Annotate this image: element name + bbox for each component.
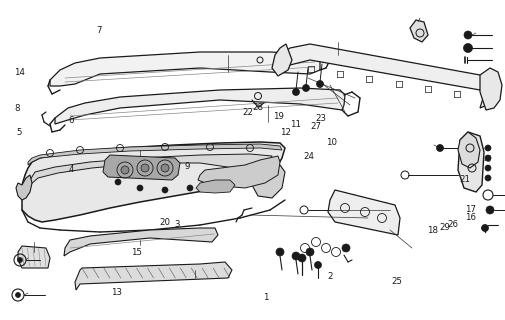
Circle shape [486, 206, 494, 214]
Polygon shape [328, 190, 400, 235]
Polygon shape [272, 44, 292, 76]
Polygon shape [16, 175, 32, 200]
Polygon shape [18, 246, 50, 268]
Circle shape [342, 244, 350, 252]
Text: 15: 15 [131, 248, 142, 257]
Text: 3: 3 [174, 220, 180, 228]
Circle shape [464, 31, 472, 39]
Polygon shape [64, 228, 218, 256]
Polygon shape [22, 142, 285, 222]
Circle shape [485, 145, 491, 151]
Polygon shape [28, 144, 282, 165]
Text: 9: 9 [184, 162, 190, 171]
Polygon shape [103, 155, 180, 180]
Polygon shape [480, 68, 502, 110]
Circle shape [464, 44, 473, 52]
Circle shape [187, 185, 193, 191]
Polygon shape [280, 44, 490, 108]
Text: 24: 24 [303, 152, 314, 161]
Polygon shape [198, 156, 280, 188]
Text: 8: 8 [14, 104, 20, 113]
Text: 7: 7 [96, 26, 102, 35]
Circle shape [16, 292, 21, 298]
Circle shape [302, 84, 310, 92]
Circle shape [141, 164, 149, 172]
Text: 19: 19 [273, 112, 284, 121]
Text: 16: 16 [465, 213, 476, 222]
Text: 6: 6 [68, 116, 74, 124]
Polygon shape [252, 165, 285, 198]
Circle shape [162, 187, 168, 193]
Circle shape [276, 248, 284, 256]
Polygon shape [50, 52, 320, 86]
Circle shape [292, 252, 300, 260]
Text: 2: 2 [327, 272, 333, 281]
Polygon shape [75, 262, 232, 290]
Circle shape [481, 225, 488, 231]
Text: 25: 25 [391, 277, 402, 286]
Circle shape [121, 166, 129, 174]
Text: 29: 29 [439, 223, 450, 232]
Text: 10: 10 [326, 138, 337, 147]
Circle shape [306, 248, 314, 256]
Text: 12: 12 [280, 128, 291, 137]
Circle shape [485, 155, 491, 161]
Circle shape [485, 165, 491, 171]
Polygon shape [458, 132, 480, 168]
Text: 22: 22 [242, 108, 254, 116]
Text: 14: 14 [14, 68, 25, 76]
Polygon shape [196, 180, 235, 193]
Polygon shape [30, 154, 272, 185]
Polygon shape [410, 20, 428, 42]
Text: 28: 28 [252, 103, 264, 112]
Circle shape [485, 175, 491, 181]
Text: 20: 20 [159, 218, 170, 227]
Text: 1: 1 [263, 293, 268, 302]
Text: 27: 27 [311, 122, 322, 131]
Circle shape [292, 89, 299, 95]
Circle shape [161, 164, 169, 172]
Circle shape [137, 185, 143, 191]
Polygon shape [55, 88, 345, 124]
Circle shape [317, 81, 324, 87]
Circle shape [115, 179, 121, 185]
Text: 21: 21 [460, 175, 471, 184]
Circle shape [315, 261, 322, 268]
Circle shape [436, 145, 443, 151]
Text: 5: 5 [17, 128, 22, 137]
Text: 4: 4 [68, 165, 74, 174]
Text: 13: 13 [111, 288, 122, 297]
Text: 26: 26 [447, 220, 458, 228]
Polygon shape [458, 132, 484, 192]
Text: 17: 17 [465, 205, 476, 214]
Text: 18: 18 [427, 226, 438, 235]
Text: 23: 23 [316, 114, 327, 123]
Circle shape [18, 258, 23, 262]
Circle shape [298, 254, 306, 262]
Text: 11: 11 [290, 120, 301, 129]
